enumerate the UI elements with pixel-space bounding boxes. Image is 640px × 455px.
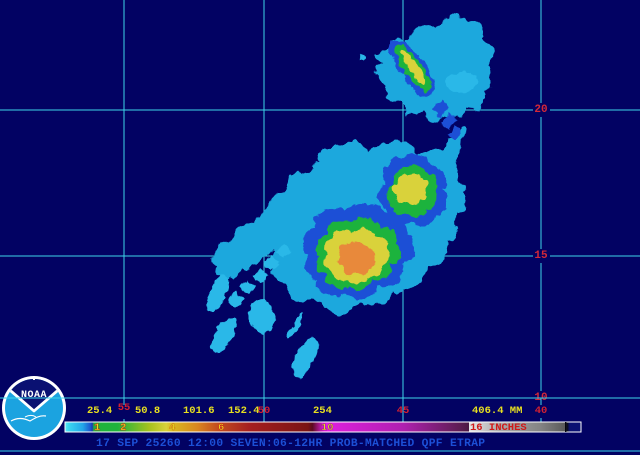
svg-text:25.4: 25.4 [87, 405, 112, 417]
svg-text:55: 55 [118, 402, 131, 414]
svg-text:101.6: 101.6 [183, 405, 215, 417]
svg-text:152.4: 152.4 [228, 405, 260, 417]
svg-text:254: 254 [313, 405, 332, 417]
svg-text:17 SEP 25260 12:00 SEVEN:06-12: 17 SEP 25260 12:00 SEVEN:06-12HR PROB-MA… [96, 438, 485, 450]
svg-text:10: 10 [321, 422, 334, 434]
svg-text:45: 45 [397, 405, 410, 417]
svg-text:NOAA: NOAA [21, 390, 47, 401]
svg-text:15: 15 [534, 250, 548, 262]
svg-text:40: 40 [535, 405, 548, 417]
svg-text:4: 4 [169, 422, 175, 434]
svg-text:20: 20 [534, 104, 547, 116]
svg-text:406.4 MM: 406.4 MM [472, 405, 522, 417]
svg-text:6: 6 [218, 422, 224, 434]
svg-text:2: 2 [120, 422, 126, 434]
svg-text:16 INCHES: 16 INCHES [470, 422, 527, 434]
svg-text:1: 1 [94, 422, 100, 434]
svg-text:50.8: 50.8 [135, 405, 160, 417]
svg-text:50: 50 [258, 405, 271, 417]
